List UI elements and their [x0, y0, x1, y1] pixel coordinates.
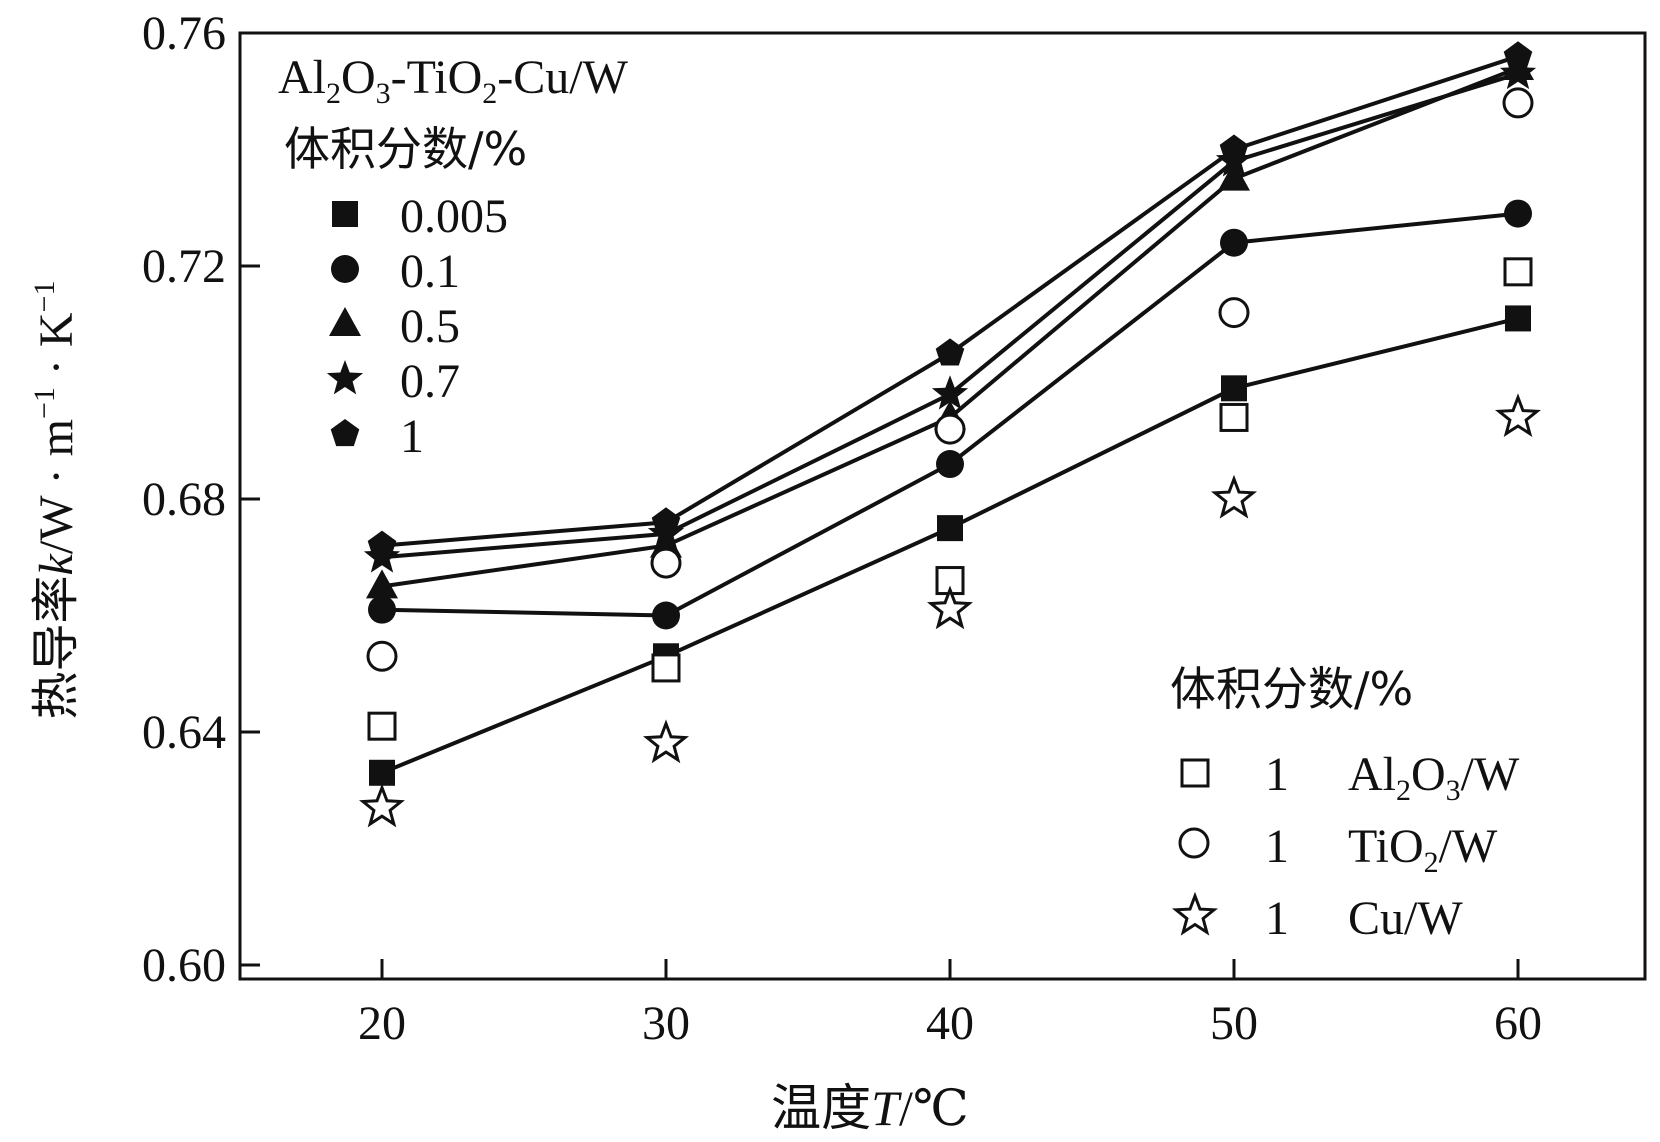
legend-marker: [329, 307, 361, 336]
series-pentagon-filled: [367, 41, 1533, 558]
data-point: [1502, 87, 1534, 119]
y-axis-label-mid: · K: [30, 312, 83, 387]
x-axis-label-unit: /℃: [899, 1080, 969, 1136]
data-point: [926, 585, 974, 630]
y-tick-label: 0.76: [142, 7, 226, 60]
x-axis-label-var: T: [871, 1080, 902, 1136]
data-point: [934, 413, 966, 445]
y-axis-label: 热导率k/W · m−1 · K−1: [28, 281, 84, 720]
data-point: [651, 507, 681, 535]
legend-bottom-label: TiO2/W: [1348, 820, 1498, 879]
data-point: [642, 719, 690, 764]
legend-bottom-entry-cu: 1 Cu/W: [1171, 891, 1463, 945]
data-point: [1218, 297, 1250, 329]
series-line: [381, 71, 1519, 560]
y-axis-label-exp2: −1: [28, 281, 61, 313]
y-axis-ticks: 0.60 0.64 0.68 0.72 0.76: [142, 7, 260, 992]
data-point: [1505, 305, 1531, 332]
data-point: [1219, 402, 1249, 432]
data-point: [931, 375, 969, 410]
x-tick-label: 30: [642, 997, 690, 1050]
legend-bottom-label: Cu/W: [1348, 892, 1463, 945]
series-square-open: [367, 257, 1533, 741]
data-point: [936, 450, 964, 479]
legend-top-label: 0.5: [400, 300, 460, 353]
legend-bottom-label: Al2O3/W: [1348, 748, 1520, 807]
legend-bottom-num: 1: [1265, 748, 1289, 801]
data-point: [1221, 375, 1247, 402]
x-axis-label-prefix: 温度: [771, 1079, 871, 1137]
y-tick-label: 0.64: [142, 706, 226, 759]
x-tick-label: 20: [358, 997, 406, 1050]
legend-bottom-num: 1: [1265, 892, 1289, 945]
data-point: [1494, 393, 1542, 437]
data-point: [368, 595, 396, 624]
series-circle-open: [366, 87, 1534, 672]
open-circle-marker: [1178, 827, 1210, 859]
legend-top-title-line2: 体积分数/%: [284, 122, 527, 176]
data-point: [651, 653, 681, 683]
series-star-filled: [363, 54, 1537, 573]
data-point: [1504, 199, 1532, 228]
legend-marker: [330, 419, 360, 447]
legend-top-label: 0.7: [400, 355, 460, 408]
data-point: [1503, 41, 1533, 69]
data-point: [359, 783, 405, 828]
legend-bottom: 体积分数/% 1 Al2O3/W 1 TiO2/W 1 Cu/W: [1170, 662, 1520, 945]
data-point: [366, 569, 398, 599]
x-axis-ticks: 20 30 40 50 60: [358, 959, 1542, 1050]
legend-marker: [326, 360, 364, 395]
data-point: [935, 338, 965, 366]
legend-top-label: 0.1: [400, 245, 460, 298]
legend-marker: [331, 255, 359, 283]
legend-bottom-entry-tio2: 1 TiO2/W: [1178, 820, 1498, 879]
data-point: [937, 515, 963, 542]
y-axis-label-var: k: [30, 552, 83, 575]
data-point: [650, 547, 682, 579]
data-point: [1499, 54, 1537, 90]
legend-bottom-entry-al2o3: 1 Al2O3/W: [1180, 748, 1520, 807]
y-axis-label-exp1: −1: [28, 387, 61, 419]
x-tick-label: 40: [926, 997, 974, 1050]
y-tick-label: 0.60: [142, 939, 226, 992]
data-point: [369, 759, 395, 786]
open-star-marker: [1171, 891, 1219, 936]
data-point: [1218, 161, 1250, 191]
series-star-open: [359, 393, 1542, 828]
legend-marker: [332, 201, 358, 227]
data-point: [652, 601, 680, 630]
data-point: [1503, 257, 1533, 287]
y-tick-label: 0.68: [142, 473, 226, 526]
legend-top-title-line1: Al2O3-TiO2-Cu/W: [278, 51, 629, 110]
series-layer: [359, 41, 1542, 828]
data-point: [1210, 474, 1258, 519]
x-axis-label: 温度T/℃: [771, 1079, 969, 1137]
y-axis-label-unit: /W · m: [30, 419, 83, 554]
data-point: [1219, 134, 1249, 162]
legend-bottom-title: 体积分数/%: [1170, 662, 1413, 716]
legend-top-label: 0.005: [400, 190, 508, 243]
y-axis-label-prefix: 热导率: [28, 575, 84, 719]
y-tick-label: 0.72: [142, 240, 226, 293]
legend-bottom-num: 1: [1265, 820, 1289, 873]
data-point: [367, 711, 397, 741]
plot-frame: [238, 31, 1647, 981]
data-point: [367, 530, 397, 558]
data-point: [366, 640, 398, 672]
data-point: [1220, 228, 1248, 257]
series-square-filled: [369, 305, 1531, 786]
x-tick-label: 50: [1210, 997, 1258, 1050]
open-square-marker: [1180, 758, 1210, 788]
x-tick-label: 60: [1494, 997, 1542, 1050]
legend-marker: [1171, 891, 1219, 936]
series-circle-filled: [368, 199, 1532, 630]
series-line: [381, 66, 1519, 589]
legend-top-label: 1: [400, 410, 424, 463]
